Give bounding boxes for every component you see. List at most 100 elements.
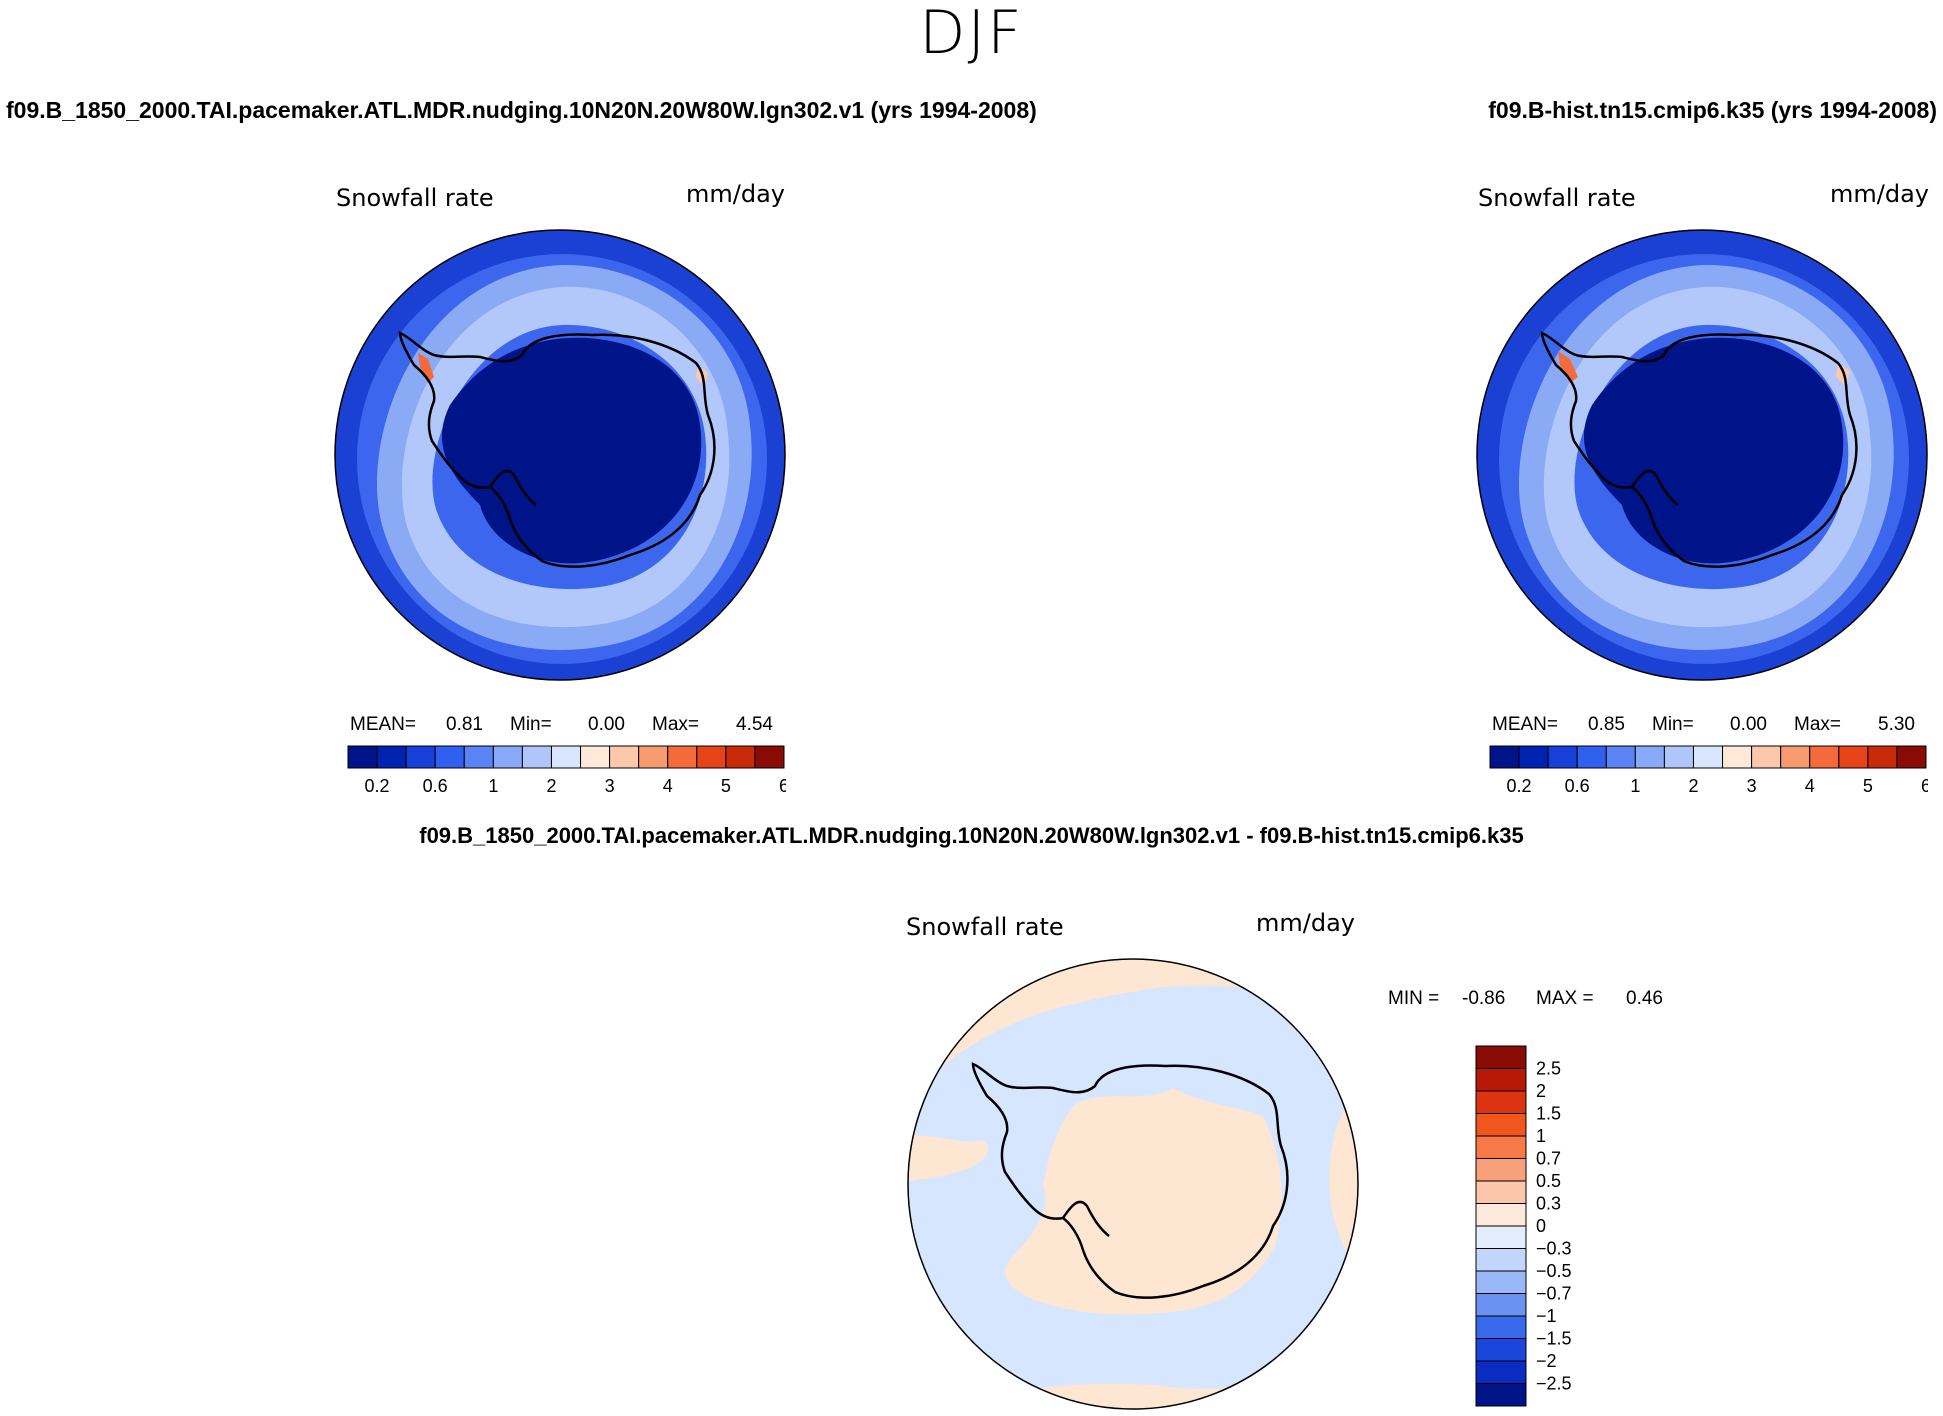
diff-min-value: -0.86 (1462, 988, 1506, 1009)
diff-colorbar-swatch (1475, 1158, 1527, 1182)
right-antarctica-coastline (1540, 331, 1858, 568)
right-colorbar-swatch (1780, 745, 1811, 769)
left-max-value: 4.54 (736, 714, 773, 735)
diff-case-title: f09.B_1850_2000.TAI.pacemaker.ATL.MDR.nu… (419, 823, 1524, 848)
diff-colorbar: 2.52 1.51 0.70.5 0.30 −0.3−0.5 −0.7−1 −1.5−2 −2… (1475, 1045, 1572, 1407)
diff-colorbar-ticks: 2.52 1.51 0.70.5 0.30 −0.3−0.5 −0.7−1 −1.5−2 −2… (1536, 1059, 1572, 1394)
right-colorbar-swatch (1896, 745, 1927, 769)
right-colorbar: 0.2 0.6 1 2 3 4 5 6 (1489, 745, 1928, 796)
diff-colorbar-tick-label: −2 (1536, 1351, 1557, 1371)
right-max-value: 5.30 (1878, 714, 1915, 735)
diff-colorbar-tick-label: 1 (1536, 1126, 1546, 1146)
diff-colorbar-tick-label: 0.5 (1536, 1171, 1561, 1191)
right-colorbar-swatch (1663, 745, 1694, 769)
diff-colorbar-swatch (1475, 1203, 1527, 1227)
diff-colorbar-swatch (1475, 1225, 1527, 1249)
diff-colorbar-swatches (1475, 1045, 1527, 1407)
diff-colorbar-tick-label: −1 (1536, 1306, 1557, 1326)
diff-colorbar-tick-label: 2.5 (1536, 1059, 1561, 1079)
left-colorbar-swatch (463, 745, 494, 769)
left-colorbar-tick-label: 1 (488, 776, 498, 796)
left-colorbar-tick-label: 5 (721, 776, 731, 796)
right-min-value: 0.00 (1730, 714, 1767, 735)
diff-colorbar-swatch (1475, 1113, 1527, 1137)
diff-colorbar-tick-label: 1.5 (1536, 1104, 1561, 1124)
left-colorbar-swatch (580, 745, 611, 769)
left-colorbar-tick-label: 2 (546, 776, 556, 796)
diff-colorbar-tick-label: −1.5 (1536, 1329, 1572, 1349)
left-colorbar-swatch (725, 745, 756, 769)
right-colorbar-tick-label: 0.6 (1565, 776, 1590, 796)
left-min-value: 0.00 (588, 714, 625, 735)
left-colorbar-swatch (405, 745, 436, 769)
left-antarctica-coastline (398, 331, 716, 568)
left-colorbar-tick-label: 0.6 (423, 776, 448, 796)
diff-colorbar-tick-label: −2.5 (1536, 1374, 1572, 1394)
diff-colorbar-swatch (1475, 1045, 1527, 1069)
right-case-title: f09.B-hist.tn15.cmip6.k35 (yrs 1994-2008… (1488, 97, 1937, 123)
left-colorbar-tick-label: 4 (663, 776, 673, 796)
left-colorbar-swatch (609, 745, 640, 769)
right-colorbar-tick-label: 3 (1747, 776, 1757, 796)
left-ross-ice-shelf-line (488, 469, 537, 506)
right-colorbar-swatch (1751, 745, 1782, 769)
right-colorbar-swatch (1576, 745, 1607, 769)
right-colorbar-swatch (1838, 745, 1869, 769)
left-colorbar-swatch (521, 745, 552, 769)
right-units-label: mm/day (1830, 180, 1929, 208)
left-colorbar-swatch (550, 745, 582, 769)
diff-units-label: mm/day (1256, 909, 1355, 937)
right-colorbar-swatch (1722, 745, 1753, 769)
left-variable-label: Snowfall rate (336, 184, 494, 212)
right-variable-label: Snowfall rate (1478, 184, 1636, 212)
diff-max-value: 0.46 (1626, 988, 1663, 1009)
right-ross-ice-shelf-line (1630, 469, 1679, 506)
right-peninsula-high-snow (1558, 351, 1578, 383)
left-colorbar-ticks: 0.2 0.6 1 2 3 4 5 6 (365, 776, 786, 796)
left-max-label: Max= (652, 714, 699, 735)
diff-colorbar-swatch (1475, 1090, 1527, 1114)
diff-colorbar-swatch (1475, 1338, 1527, 1362)
diff-colorbar-swatch (1475, 1315, 1527, 1339)
diff-colorbar-swatch (1475, 1135, 1527, 1159)
right-colorbar-tick-label: 0.2 (1507, 776, 1532, 796)
diff-colorbar-swatch (1475, 1270, 1527, 1294)
diff-map-border (907, 958, 1359, 1410)
left-polar-map (334, 229, 786, 681)
right-min-label: Min= (1652, 714, 1694, 735)
right-max-label: Max= (1794, 714, 1841, 735)
right-colorbar-swatch (1692, 745, 1724, 769)
right-colorbar-swatch (1809, 745, 1840, 769)
diff-colorbar-tick-label: 0.3 (1536, 1194, 1561, 1214)
right-colorbar-swatch (1518, 745, 1549, 769)
left-colorbar-swatch (492, 745, 523, 769)
right-colorbar-tick-label: 1 (1630, 776, 1640, 796)
diff-colorbar-swatch (1475, 1383, 1527, 1407)
diff-colorbar-tick-label: 0.7 (1536, 1149, 1561, 1169)
right-colorbar-swatch (1489, 745, 1520, 769)
right-colorbar-tick-label: 5 (1863, 776, 1873, 796)
left-colorbar-swatch (667, 745, 698, 769)
diff-colorbar-swatch (1475, 1360, 1527, 1384)
right-map-border (1476, 229, 1928, 681)
right-colorbar-tick-label: 6 (1921, 776, 1928, 796)
left-colorbar: 0.2 0.6 1 2 3 4 5 6 (347, 745, 786, 796)
right-polar-map (1476, 229, 1928, 681)
diff-max-label: MAX = (1536, 988, 1594, 1009)
right-colorbar-tick-label: 4 (1805, 776, 1815, 796)
left-colorbar-swatch (434, 745, 465, 769)
diff-variable-label: Snowfall rate (906, 913, 1064, 941)
left-colorbar-tick-label: 6 (779, 776, 786, 796)
left-mean-value: 0.81 (446, 714, 483, 735)
left-colorbar-tick-label: 3 (605, 776, 615, 796)
right-colorbar-swatches (1489, 745, 1927, 769)
left-units-label: mm/day (686, 180, 785, 208)
diff-antarctica-coastline (971, 1062, 1289, 1299)
left-mean-label: MEAN= (350, 714, 416, 735)
diff-colorbar-swatch (1475, 1293, 1527, 1317)
left-colorbar-swatch (347, 745, 378, 769)
diff-western-rim-increase (908, 1135, 988, 1182)
diff-colorbar-tick-label: 2 (1536, 1081, 1546, 1101)
diff-colorbar-tick-label: −0.7 (1536, 1284, 1572, 1304)
left-colorbar-swatch (754, 745, 785, 769)
